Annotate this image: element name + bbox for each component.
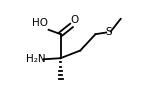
Text: HO: HO xyxy=(32,18,48,28)
Text: S: S xyxy=(105,27,112,37)
Text: O: O xyxy=(71,15,79,25)
Text: H₂N: H₂N xyxy=(26,54,45,64)
